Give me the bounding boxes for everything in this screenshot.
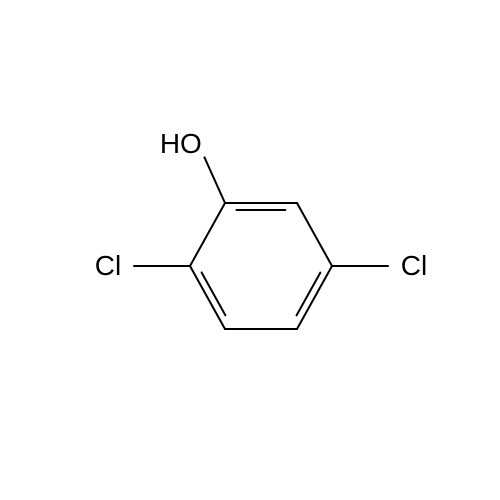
atom-label: Cl xyxy=(95,250,121,282)
atom-label: Cl xyxy=(401,250,427,282)
atom-label: HO xyxy=(160,128,202,160)
